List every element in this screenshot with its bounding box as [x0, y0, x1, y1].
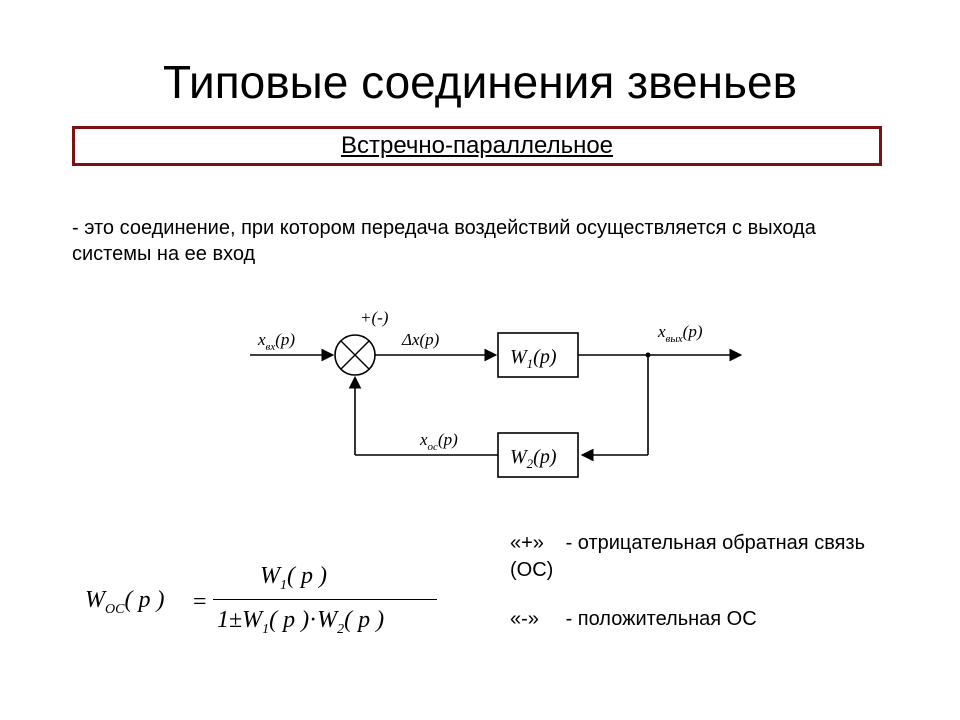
feedback-block-diagram: xвх(p) +(-) Δx(p) W1(p) xвых(p)	[240, 295, 760, 495]
description-text: - это соединение, при котором передача в…	[72, 215, 892, 267]
formula-lhs: WOC( p )	[85, 587, 164, 618]
output-label: xвых(p)	[657, 322, 703, 345]
formula-equals: =	[193, 589, 207, 616]
feedback-label: xос(p)	[419, 430, 458, 453]
formula-numerator: W1( p )	[260, 563, 327, 594]
input-label: xвх(p)	[257, 330, 295, 353]
sign-notes: «+» - отрицательная обратная связь (ОС) …	[510, 530, 910, 655]
note-minus-text: - положительная ОС	[566, 608, 757, 630]
slide: Типовые соединения звеньев Встречно-пара…	[0, 0, 960, 720]
subtitle-text: Встречно-параллельное	[341, 132, 613, 159]
error-label: Δx(p)	[401, 330, 440, 349]
note-plus: «+» - отрицательная обратная связь (ОС)	[510, 530, 910, 584]
block-w2-label: W2(p)	[510, 446, 557, 471]
note-minus-symbol: «-»	[510, 606, 560, 633]
block-w1-label: W1(p)	[510, 346, 557, 371]
slide-title: Типовые соединения звеньев	[0, 55, 960, 109]
note-plus-symbol: «+»	[510, 530, 560, 557]
note-plus-text: - отрицательная обратная связь (ОС)	[510, 532, 865, 581]
transfer-function-formula: WOC( p ) = W1( p ) 1±W1( p )·W2( p )	[85, 555, 445, 645]
sum-sign-label: +(-)	[360, 308, 389, 327]
subtitle-box: Встречно-параллельное	[72, 126, 882, 166]
note-minus: «-» - положительная ОС	[510, 606, 910, 633]
formula-fraction-bar	[213, 599, 437, 600]
formula-denominator: 1±W1( p )·W2( p )	[217, 607, 384, 638]
